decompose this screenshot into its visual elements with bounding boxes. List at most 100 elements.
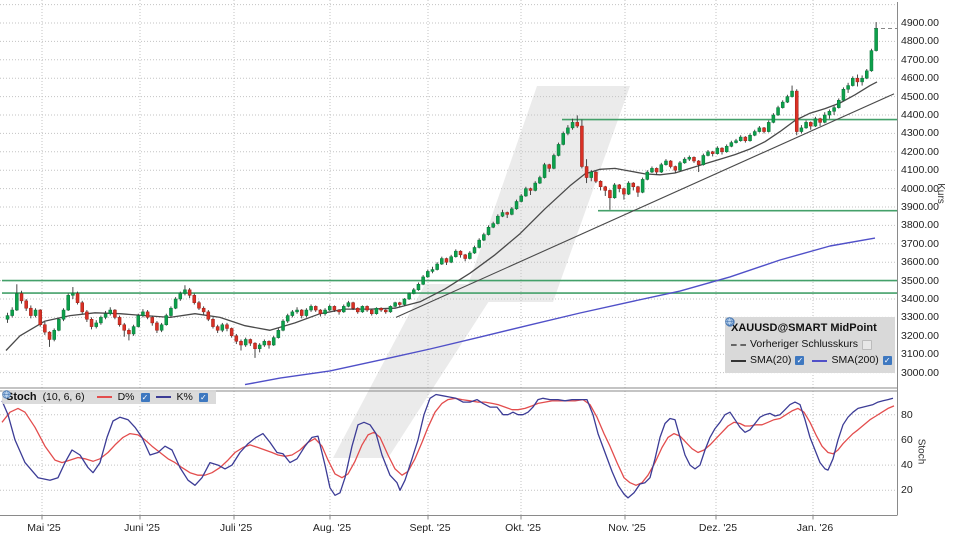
candle-down[interactable] [603, 186, 608, 191]
candle-down[interactable] [710, 151, 715, 154]
candle-up[interactable] [341, 306, 346, 313]
candle-up[interactable] [108, 309, 112, 314]
candle-up[interactable] [701, 155, 706, 165]
candle-down[interactable] [267, 341, 271, 346]
candle-up[interactable] [285, 315, 290, 322]
candle-down[interactable] [145, 311, 150, 318]
candle-up[interactable] [416, 284, 421, 291]
candle-up[interactable] [52, 330, 56, 340]
candle-down[interactable] [818, 118, 822, 123]
candle-down[interactable] [337, 309, 341, 313]
candle-down[interactable] [122, 324, 126, 331]
candle-up[interactable] [159, 324, 164, 331]
candle-down[interactable] [318, 309, 323, 314]
candle-down[interactable] [75, 293, 80, 303]
candle-down[interactable] [253, 342, 257, 349]
candle-up[interactable] [346, 302, 351, 307]
candle-up[interactable] [766, 122, 771, 132]
candle-up[interactable] [290, 311, 295, 316]
candle-down[interactable] [547, 164, 551, 169]
candle-up[interactable] [640, 179, 645, 193]
candle-down[interactable] [617, 184, 622, 189]
candle-up[interactable] [496, 215, 500, 224]
candle-up[interactable] [477, 239, 481, 248]
candle-up[interactable] [183, 289, 187, 294]
candle-up[interactable] [271, 337, 276, 346]
candle-down[interactable] [299, 309, 304, 316]
candle-up[interactable] [421, 276, 425, 285]
candle-down[interactable] [117, 317, 122, 326]
candle-up[interactable] [402, 298, 407, 305]
candle-up[interactable] [612, 184, 617, 199]
candle-up[interactable] [519, 195, 523, 202]
candle-down[interactable] [692, 157, 696, 162]
candle-down[interactable] [622, 188, 626, 195]
candle-up[interactable] [131, 326, 136, 335]
candle-down[interactable] [127, 330, 131, 335]
candle-up[interactable] [514, 201, 519, 210]
candle-down[interactable] [89, 318, 94, 327]
candle-up[interactable] [734, 140, 738, 143]
candle-down[interactable] [379, 307, 383, 311]
candle-up[interactable] [486, 226, 491, 235]
stoch-k-line[interactable] [1, 393, 894, 499]
candle-down[interactable] [356, 307, 360, 313]
candle-up[interactable] [533, 182, 537, 191]
candle-up[interactable] [874, 28, 878, 51]
trendline[interactable] [395, 93, 895, 318]
candle-up[interactable] [407, 293, 411, 300]
candle-up[interactable] [243, 339, 248, 346]
candle-up[interactable] [650, 168, 654, 173]
candle-down[interactable] [654, 168, 659, 173]
candle-up[interactable] [10, 309, 14, 316]
candle-up[interactable] [304, 309, 309, 316]
candle-down[interactable] [150, 317, 155, 324]
sma200-line[interactable] [244, 237, 876, 386]
candle-up[interactable] [738, 136, 743, 142]
candle-up[interactable] [538, 177, 542, 184]
candle-up[interactable] [94, 322, 98, 327]
candle-up[interactable] [715, 147, 720, 154]
candle-up[interactable] [15, 293, 19, 311]
candle-up[interactable] [257, 344, 262, 349]
candle-up[interactable] [327, 306, 332, 311]
candle-up[interactable] [776, 107, 780, 116]
stoch-d-line[interactable] [1, 397, 895, 486]
candle-up[interactable] [659, 164, 664, 173]
candle-up[interactable] [323, 309, 327, 314]
candle-up[interactable] [771, 114, 776, 123]
candle-up[interactable] [374, 307, 379, 314]
candle-up[interactable] [295, 309, 299, 313]
candle-up[interactable] [687, 157, 692, 160]
candle-down[interactable] [229, 328, 234, 337]
candle-up[interactable] [706, 151, 710, 156]
candle-down[interactable] [19, 293, 24, 302]
candle-down[interactable] [631, 182, 636, 188]
candle-up[interactable] [542, 164, 547, 178]
candle-up[interactable] [682, 158, 687, 164]
sma20-line[interactable] [5, 81, 878, 351]
candle-down[interactable] [794, 90, 799, 132]
candle-up[interactable] [823, 114, 827, 123]
candle-down[interactable] [696, 160, 701, 165]
candle-down[interactable] [43, 324, 47, 333]
candle-down[interactable] [575, 122, 579, 127]
sma200-checkbox[interactable]: ✓ [882, 356, 892, 365]
prev-close-checkbox[interactable] [861, 339, 872, 350]
candle-up[interactable] [790, 90, 794, 97]
candle-up[interactable] [524, 188, 528, 197]
candle-up[interactable] [678, 162, 682, 171]
candle-up[interactable] [851, 77, 855, 86]
candle-down[interactable] [313, 306, 318, 311]
candle-down[interactable] [201, 307, 206, 313]
candle-up[interactable] [388, 306, 393, 313]
candle-down[interactable] [29, 307, 33, 316]
candle-down[interactable] [463, 254, 467, 259]
candle-up[interactable] [426, 271, 430, 278]
candle-up[interactable] [832, 107, 836, 112]
candle-down[interactable] [636, 186, 640, 193]
candle-up[interactable] [66, 295, 70, 311]
candle-down[interactable] [47, 331, 52, 340]
candle-up[interactable] [780, 101, 785, 108]
